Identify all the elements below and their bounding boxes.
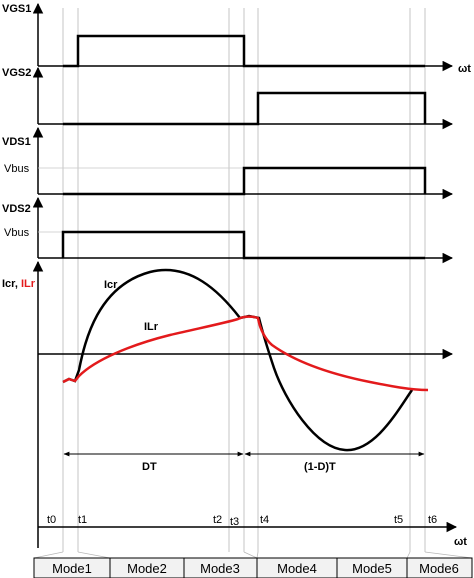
- time-mark-t5: t5: [394, 514, 403, 526]
- connector-t1: [77, 551, 111, 559]
- mode-label-5: Mode5: [352, 561, 392, 576]
- panel-vgs1: VGS1 ωt: [2, 2, 471, 75]
- one-minus-dt-interval-label: (1-D)T: [304, 461, 336, 473]
- ilr-waveform: [62, 315, 429, 392]
- panel-current: Icr, ILr ωt Icr ILr DT (1-D)T: [2, 260, 467, 548]
- vds1-waveform: [63, 166, 427, 196]
- mode-label-4: Mode4: [277, 561, 317, 576]
- time-mark-t2: t2: [213, 514, 222, 526]
- connector-t6: [424, 551, 473, 559]
- mode-label-1: Mode1: [52, 561, 92, 576]
- panel-vds2: VDS2 Vbus: [2, 196, 454, 264]
- current-label-icr: Icr,: [2, 278, 21, 290]
- vds2-label: VDS2: [2, 203, 31, 215]
- icr-waveform: [62, 268, 414, 452]
- time-mark-t3: t3: [230, 516, 239, 528]
- dt-interval-label: DT: [142, 461, 157, 473]
- mode-label-2: Mode2: [127, 561, 167, 576]
- time-mark-t0: t0: [47, 514, 56, 526]
- mode-label-6: Mode6: [419, 561, 459, 576]
- vds2-vbus-level: Vbus: [4, 227, 30, 239]
- vgs2-label: VGS2: [2, 67, 31, 79]
- vds1-label: VDS1: [2, 136, 31, 148]
- mode-connectors: [33, 551, 473, 559]
- connector-t5: [406, 551, 411, 559]
- vgs1-label: VGS1: [2, 3, 31, 15]
- connector-t3: [243, 551, 258, 559]
- vgs1-waveform: [63, 34, 425, 68]
- vds1-vbus-level: Vbus: [4, 163, 30, 175]
- mode-bar: Mode1 Mode2 Mode3 Mode4 Mode5 Mode6: [33, 557, 473, 578]
- connector-t0: [33, 551, 64, 559]
- mode-label-3: Mode3: [200, 561, 240, 576]
- vds2-waveform: [61, 230, 425, 260]
- panel-vds1: VDS1 Vbus: [2, 126, 454, 200]
- ilr-curve-label: ILr: [144, 321, 159, 333]
- time-mark-t1: t1: [78, 514, 87, 526]
- icr-curve-label: Icr: [104, 279, 118, 291]
- time-marks: t0 t1 t2 t3 t4 t5 t6: [47, 514, 437, 528]
- connector-t4: [256, 551, 259, 559]
- time-mark-t4: t4: [260, 514, 269, 526]
- vgs1-axis-end-label: ωt: [458, 63, 471, 75]
- panel-vgs2: VGS2: [2, 66, 454, 130]
- time-axis-end-label: ωt: [454, 536, 467, 548]
- time-mark-t6: t6: [428, 514, 437, 526]
- current-label-ilr: ILr: [21, 278, 36, 290]
- mode-box-6: [406, 557, 473, 578]
- vgs2-waveform: [63, 91, 427, 126]
- current-label: Icr, ILr: [2, 278, 36, 290]
